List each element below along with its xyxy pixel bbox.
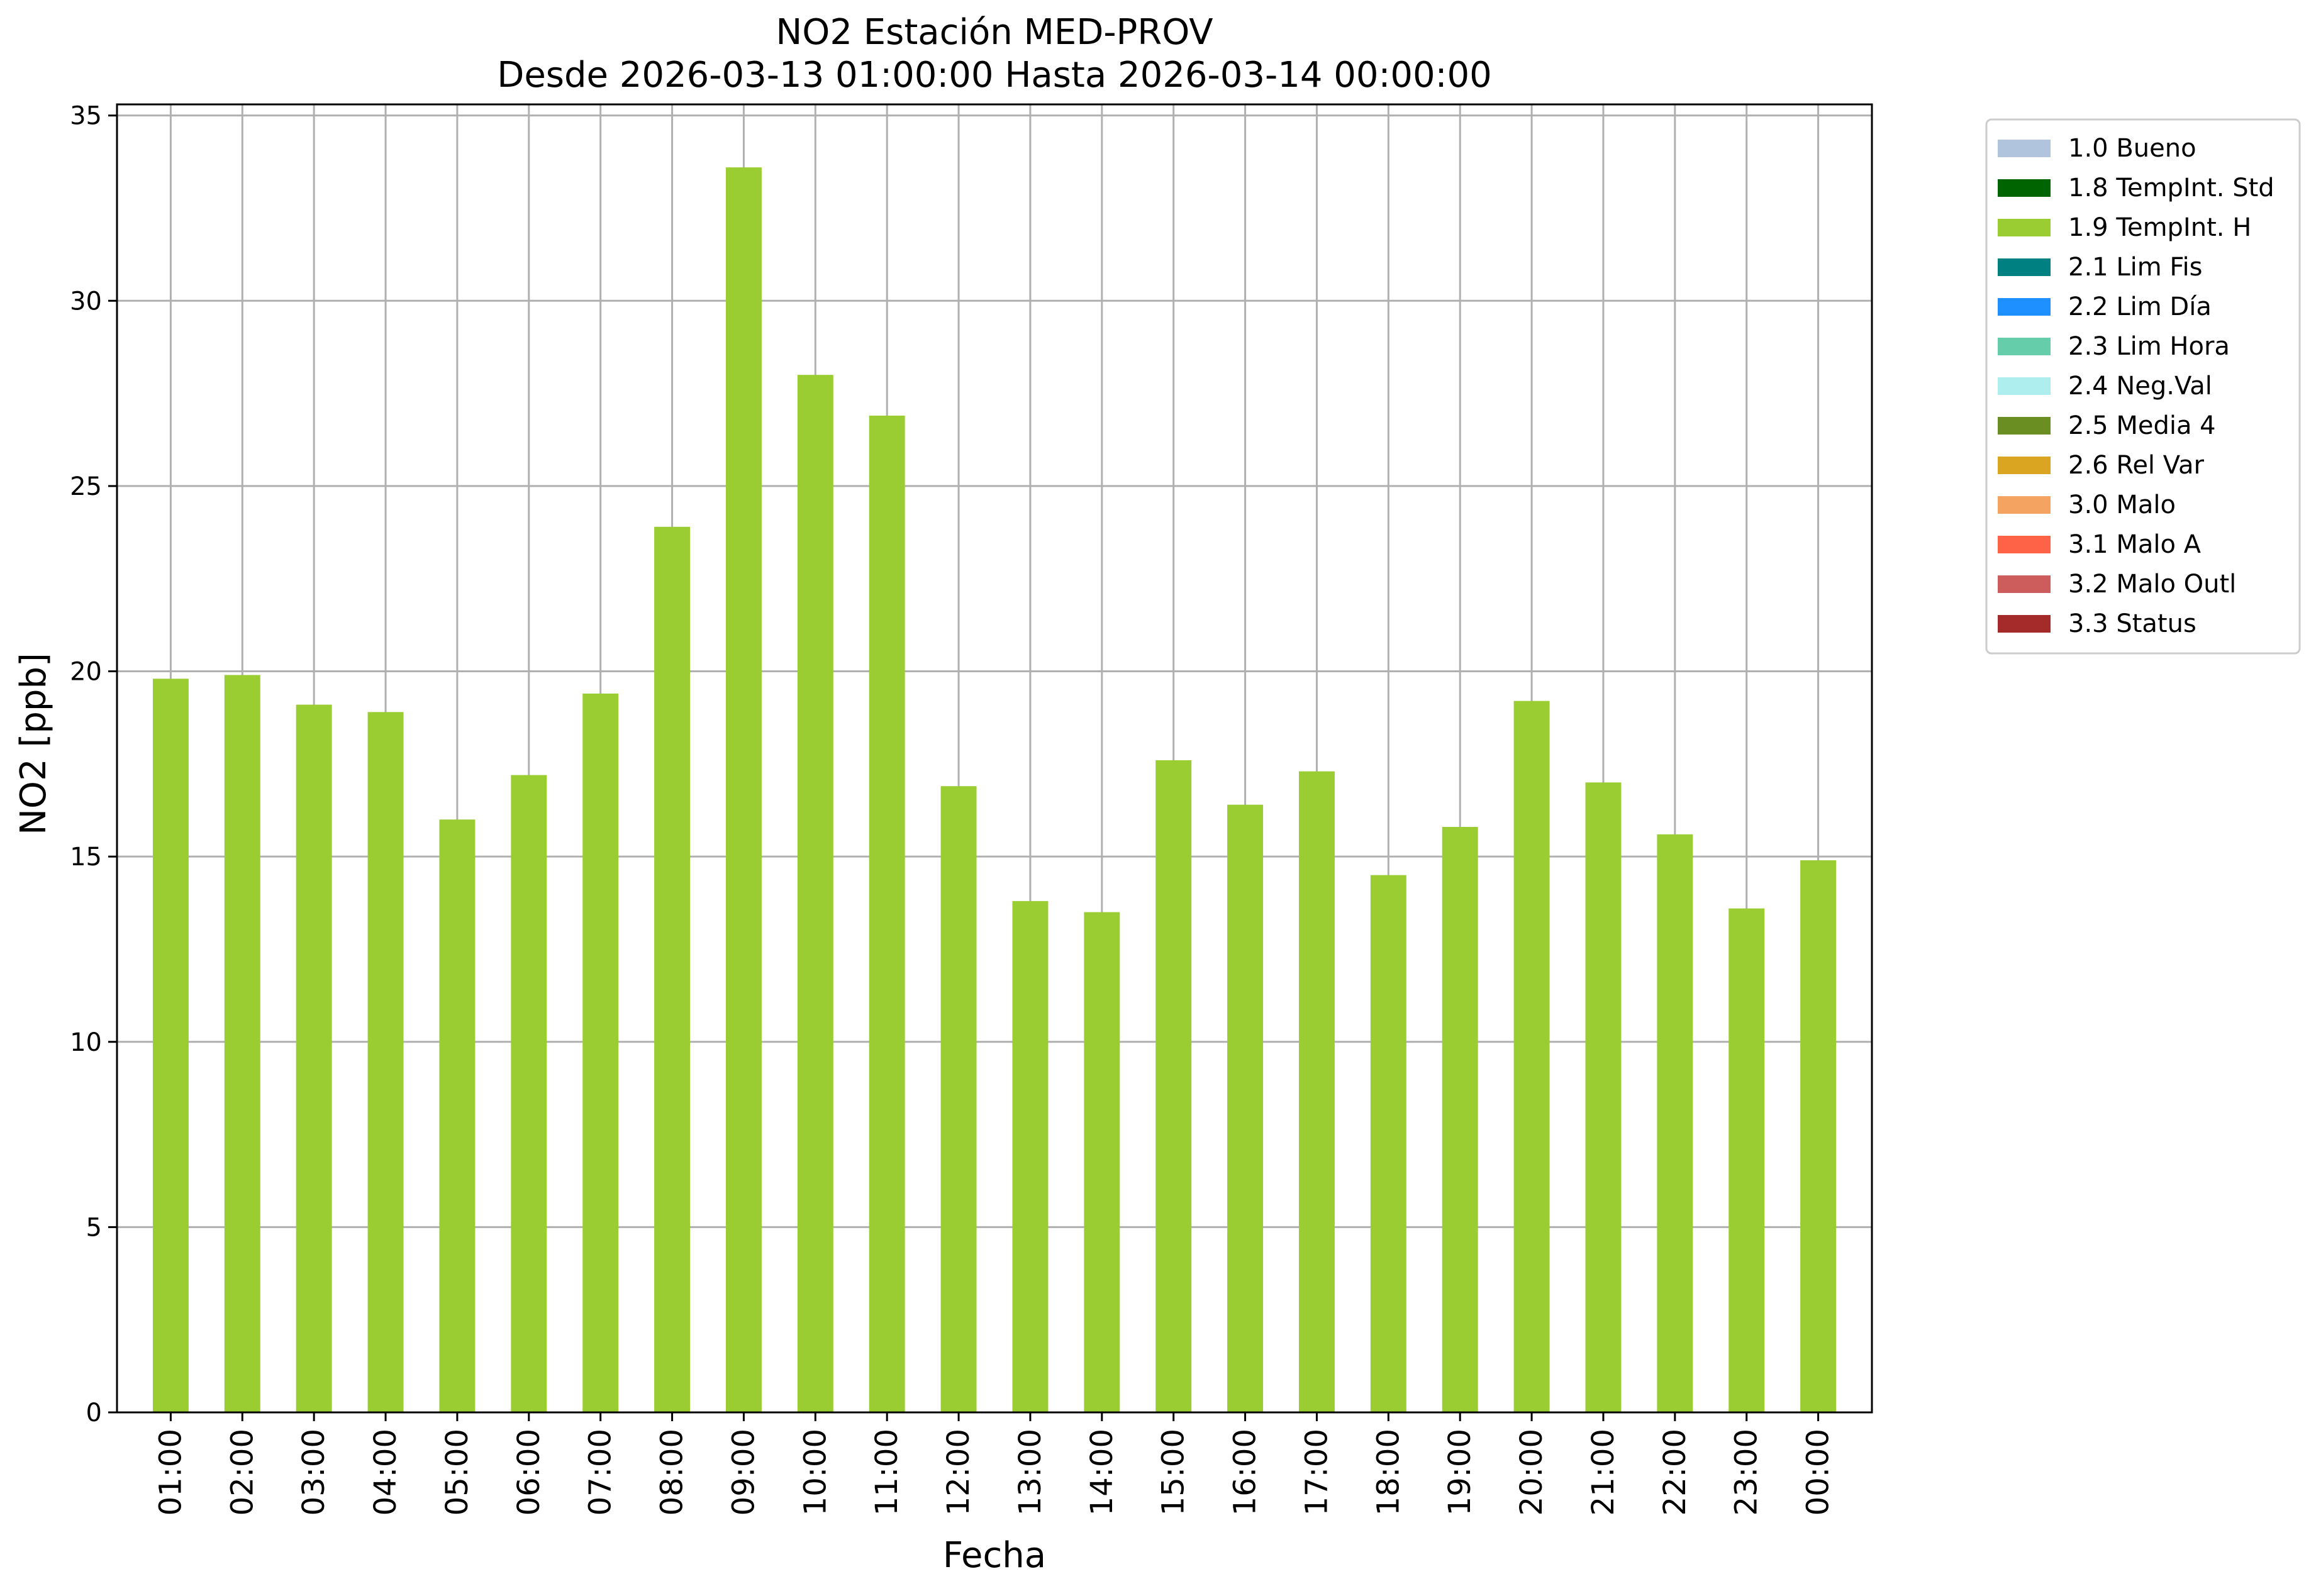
- legend-label: 3.3 Status: [2068, 609, 2196, 638]
- bar: [1012, 901, 1049, 1412]
- x-tick-label: 00:00: [1801, 1429, 1836, 1516]
- y-tick-label: 5: [86, 1213, 102, 1242]
- y-tick-label: 20: [70, 658, 102, 687]
- bar: [725, 167, 762, 1413]
- bar: [296, 704, 332, 1412]
- bar: [511, 775, 547, 1412]
- legend-label: 2.4 Neg.Val: [2068, 372, 2212, 401]
- y-tick-label: 30: [70, 287, 102, 316]
- legend-label: 1.9 TempInt. H: [2068, 213, 2251, 242]
- legend-swatch: [1998, 377, 2051, 395]
- legend-swatch: [1998, 219, 2051, 236]
- y-axis-label: NO2 [ppb]: [13, 653, 54, 835]
- legend-swatch: [1998, 179, 2051, 197]
- y-tick-label: 15: [70, 843, 102, 872]
- legend-box: [1985, 118, 2301, 655]
- bar: [1513, 701, 1550, 1412]
- x-tick-label: 06:00: [511, 1429, 547, 1516]
- x-tick-label: 21:00: [1586, 1429, 1621, 1516]
- x-tick-label: 19:00: [1442, 1429, 1478, 1516]
- bar: [582, 693, 619, 1412]
- bar: [940, 786, 977, 1412]
- legend-label: 2.3 Lim Hora: [2068, 332, 2230, 361]
- legend-swatch: [1998, 338, 2051, 355]
- legend-swatch: [1998, 615, 2051, 633]
- legend-swatch: [1998, 258, 2051, 276]
- bar: [1657, 834, 1693, 1412]
- x-tick-label: 22:00: [1657, 1429, 1693, 1516]
- legend: 1.0 Bueno 1.8 TempInt. Std 1.9 TempInt. H 2…: [1985, 118, 2301, 655]
- plot-frame: [116, 103, 1873, 1414]
- x-tick-label: 02:00: [225, 1429, 260, 1516]
- legend-label: 2.6 Rel Var: [2068, 451, 2205, 480]
- bar: [797, 375, 833, 1413]
- bar: [367, 712, 404, 1412]
- legend-swatch: [1998, 496, 2051, 514]
- x-tick-label: 12:00: [941, 1429, 976, 1516]
- legend-swatch: [1998, 457, 2051, 474]
- x-axis-label: Fecha: [943, 1535, 1046, 1576]
- x-tick-label: 20:00: [1514, 1429, 1549, 1516]
- bar: [152, 679, 189, 1412]
- axes: [116, 103, 1873, 1414]
- x-tick-label: 17:00: [1299, 1429, 1334, 1516]
- legend-label: 1.0 Bueno: [2068, 134, 2196, 163]
- x-tick-label: 23:00: [1729, 1429, 1764, 1516]
- bar: [1370, 875, 1406, 1412]
- x-tick-label: 03:00: [296, 1429, 331, 1516]
- legend-label: 3.0 Malo: [2068, 490, 2176, 519]
- x-tick-label: 15:00: [1156, 1429, 1191, 1516]
- bar: [1800, 860, 1837, 1412]
- y-tick-label: 35: [70, 102, 102, 131]
- bar: [869, 415, 905, 1412]
- legend-swatch: [1998, 575, 2051, 593]
- y-tick-label: 25: [70, 472, 102, 501]
- legend-swatch: [1998, 140, 2051, 157]
- legend-swatch: [1998, 417, 2051, 435]
- x-tick-label: 11:00: [869, 1429, 905, 1516]
- y-tick-label: 10: [70, 1028, 102, 1057]
- x-tick-label: 13:00: [1013, 1429, 1048, 1516]
- x-tick-label: 01:00: [153, 1429, 188, 1516]
- legend-label: 3.2 Malo Outl: [2068, 570, 2236, 599]
- x-tick-label: 18:00: [1371, 1429, 1406, 1516]
- x-axis-ticks: 01:00 02:00 03:00 04:00 05:00 06:00 07:00 08:00…: [153, 1412, 1836, 1516]
- bar: [654, 526, 691, 1412]
- bar: [1155, 760, 1192, 1412]
- bar: [1442, 827, 1478, 1412]
- bar: [1298, 771, 1335, 1412]
- legend-swatch: [1998, 536, 2051, 553]
- y-tick-label: 0: [86, 1399, 102, 1427]
- x-tick-label: 05:00: [440, 1429, 475, 1516]
- x-tick-label: 04:00: [368, 1429, 403, 1516]
- bar: [1084, 912, 1120, 1412]
- y-axis-ticks: 0 5 10 15 20 25 30 35: [70, 102, 117, 1427]
- legend-swatch: [1998, 298, 2051, 316]
- x-tick-label: 10:00: [798, 1429, 833, 1516]
- legend-label: 3.1 Malo A: [2068, 530, 2202, 559]
- bar: [1729, 908, 1765, 1412]
- legend-label: 1.8 TempInt. Std: [2068, 174, 2274, 202]
- x-tick-label: 07:00: [583, 1429, 618, 1516]
- x-tick-label: 08:00: [655, 1429, 690, 1516]
- legend-label: 2.1 Lim Fis: [2068, 253, 2202, 282]
- x-tick-label: 09:00: [726, 1429, 761, 1516]
- bar: [439, 819, 476, 1412]
- bar: [1585, 782, 1622, 1412]
- bar: [1227, 804, 1264, 1412]
- bar: [224, 675, 260, 1412]
- legend-label: 2.5 Media 4: [2068, 411, 2216, 440]
- bars: [152, 167, 1837, 1413]
- chart-title: NO2 Estación MED-PROV: [776, 12, 1213, 53]
- legend-label: 2.2 Lim Día: [2068, 292, 2212, 321]
- chart-subtitle: Desde 2026-03-13 01:00:00 Hasta 2026-03-…: [497, 55, 1492, 96]
- x-tick-label: 14:00: [1084, 1429, 1120, 1516]
- x-tick-label: 16:00: [1228, 1429, 1263, 1516]
